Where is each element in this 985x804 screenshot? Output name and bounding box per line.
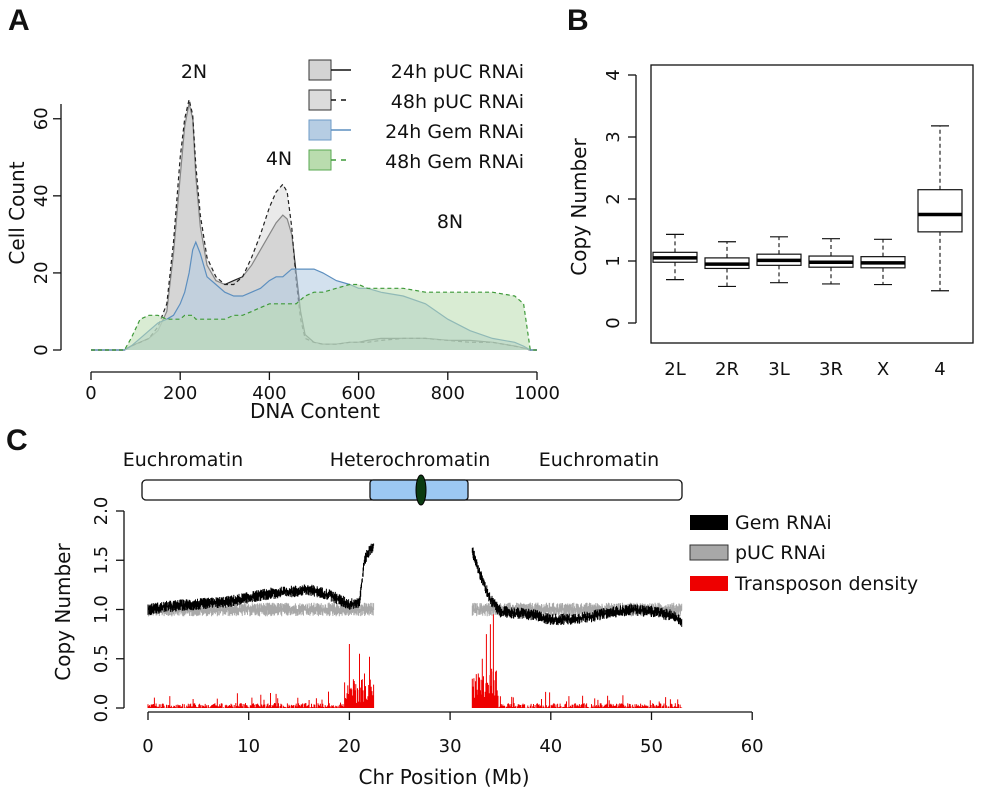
y-tick-label: 20 xyxy=(31,261,52,284)
legend-swatch-gem48 xyxy=(308,149,332,171)
legend-swatch-pUC48 xyxy=(308,89,332,111)
series-gem-rnai-left xyxy=(147,543,375,616)
legend-swatch-puc-rnai xyxy=(689,544,729,561)
panel-c-letter: C xyxy=(6,424,28,457)
legend-label-gem-rnai: Gem RNAi xyxy=(735,512,832,534)
panel-a-letter: A xyxy=(8,4,30,37)
y-tick-label: 0 xyxy=(603,317,624,328)
y-tick-label: 60 xyxy=(31,107,52,130)
legend-swatch-gem-rnai xyxy=(690,515,728,530)
box-3R xyxy=(808,238,854,285)
series-line-48h-gem-rnai xyxy=(91,283,537,351)
series-gem-rnai-right xyxy=(471,547,683,627)
x-tick-label: 40 xyxy=(539,736,562,757)
series-transposon-density xyxy=(147,614,683,708)
x-tick-label: 0 xyxy=(142,736,153,757)
annotation-8n: 8N xyxy=(437,211,463,233)
legend-label-pUC48: 48h pUC RNAi xyxy=(391,91,524,113)
panel-b-frame xyxy=(650,64,974,344)
heterochromatin-label: Heterochromatin xyxy=(330,449,491,471)
legend-swatch-transposon xyxy=(690,576,728,591)
panel-a-ylabel: Cell Count xyxy=(5,161,29,264)
y-tick-label: 0.5 xyxy=(91,644,112,673)
y-tick-label: 1.0 xyxy=(91,595,112,624)
x-tick-label: 600 xyxy=(341,383,375,404)
x-tick-label: 10 xyxy=(237,736,260,757)
x-tick-label: 50 xyxy=(640,736,663,757)
x-tick-label: 1000 xyxy=(514,383,560,404)
x-tick-label: X xyxy=(877,359,889,380)
panel-b-plot xyxy=(652,125,963,292)
box-3L xyxy=(756,236,802,284)
series-area-48h-gem-rnai xyxy=(91,284,537,350)
x-tick-label: 400 xyxy=(252,383,286,404)
x-tick-label: 2L xyxy=(664,359,685,380)
box-iqr xyxy=(917,189,963,233)
y-tick-label: 2.0 xyxy=(91,497,112,526)
euchromatin-left-label: Euchromatin xyxy=(123,449,243,471)
y-tick-label: 4 xyxy=(603,69,624,80)
x-tick-label: 200 xyxy=(163,383,197,404)
x-tick-label: 4 xyxy=(934,359,945,380)
y-tick-label: 1 xyxy=(603,255,624,266)
y-tick-label: 3 xyxy=(603,131,624,142)
box-X xyxy=(860,238,906,286)
panel-b-letter: B xyxy=(567,4,589,37)
x-tick-label: 2R xyxy=(715,359,739,380)
legend-swatch-gem24 xyxy=(308,119,332,141)
x-tick-label: 800 xyxy=(431,383,465,404)
legend-label-puc-rnai: pUC RNAi xyxy=(735,542,826,564)
y-tick-label: 1.5 xyxy=(91,546,112,575)
box-2L xyxy=(652,233,698,281)
legend-swatch-pUC24 xyxy=(308,59,332,81)
panel-a-xlabel: DNA Content xyxy=(250,399,380,423)
panel-a-ticks: 0 200 400 600 800 1000 0 20 40 60 xyxy=(31,107,560,404)
legend-label-gem48: 48h Gem RNAi xyxy=(385,151,524,173)
x-tick-label: 3R xyxy=(819,359,843,380)
x-tick-label: 0 xyxy=(85,383,96,404)
centromere xyxy=(415,474,427,506)
x-tick-label: 30 xyxy=(439,736,462,757)
panel-c: C Euchromatin Heterochromatin Euchromati… xyxy=(6,424,918,789)
panel-c-ylabel: Copy Number xyxy=(51,543,75,681)
y-tick-label: 0 xyxy=(31,344,52,355)
panel-b-ylabel: Copy Number xyxy=(567,138,591,276)
panel-a: A 0 200 400 600 800 1000 0 20 40 60 DNA Content C… xyxy=(5,4,560,423)
euchromatin-right-label: Euchromatin xyxy=(539,449,659,471)
legend-label-pUC24: 24h pUC RNAi xyxy=(391,61,524,83)
x-tick-label: 20 xyxy=(338,736,361,757)
panel-c-legend: Gem RNAi pUC RNAi Transposon density xyxy=(689,512,918,595)
panel-c-plot xyxy=(147,543,683,708)
box-2R xyxy=(704,241,750,288)
x-tick-label: 60 xyxy=(741,736,764,757)
panel-a-axes xyxy=(60,104,537,373)
x-tick-label: 3L xyxy=(768,359,789,380)
panel-b-ticks: 2L 2R 3L 3R X 4 0 1 2 3 4 xyxy=(603,69,946,380)
annotation-2n: 2N xyxy=(181,61,207,83)
y-tick-label: 40 xyxy=(31,184,52,207)
chromosome-diagram: Euchromatin Heterochromatin Euchromatin xyxy=(123,449,683,506)
box-4 xyxy=(917,125,963,292)
panel-a-plot xyxy=(91,99,537,351)
panel-c-ticks: 0 10 20 30 40 50 60 0.0 0.5 1.0 1.5 2.0 xyxy=(91,497,764,757)
legend-label-transposon: Transposon density xyxy=(734,573,918,595)
panel-b: B 2L 2R 3L 3R X 4 0 1 2 3 4 Copy Number xyxy=(567,4,974,380)
panel-c-xlabel: Chr Position (Mb) xyxy=(358,765,529,789)
y-tick-label: 0.0 xyxy=(91,694,112,723)
annotation-4n: 4N xyxy=(266,148,292,170)
panel-a-legend: 24h pUC RNAi 48h pUC RNAi 24h Gem RNAi 4… xyxy=(308,59,524,173)
legend-label-gem24: 24h Gem RNAi xyxy=(385,121,524,143)
y-tick-label: 2 xyxy=(603,193,624,204)
